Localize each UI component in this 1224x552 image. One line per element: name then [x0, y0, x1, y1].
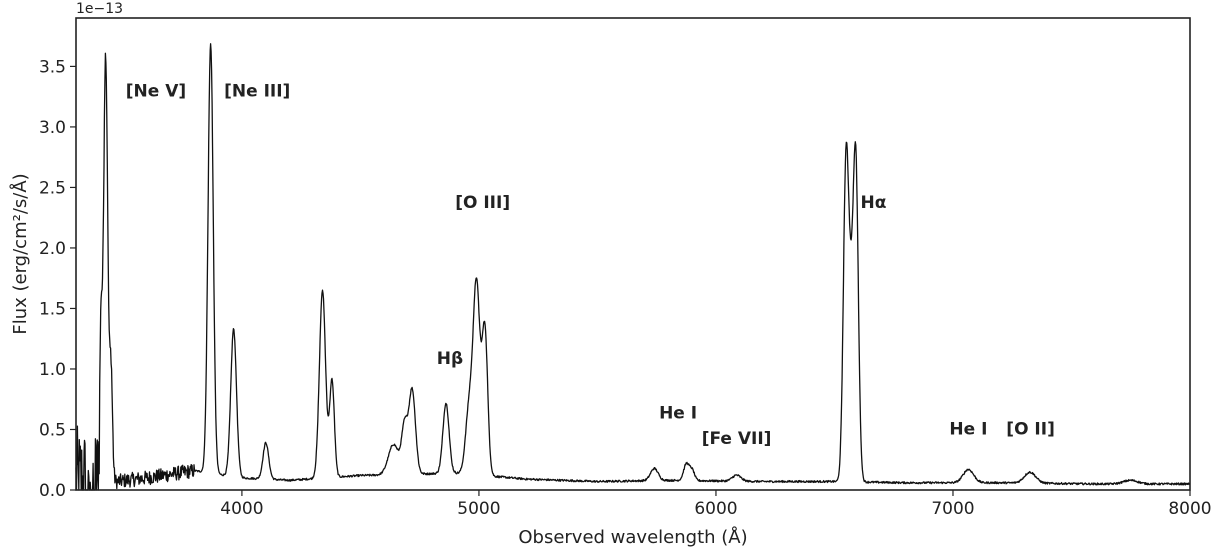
y-tick-label: 1.5 — [39, 299, 66, 319]
x-tick-label: 5000 — [457, 499, 500, 519]
y-tick-label: 0.0 — [39, 481, 66, 501]
spectrum-line — [75, 43, 1191, 491]
y-tick-label: 2.5 — [39, 178, 66, 198]
line-annotation: [Fe VII] — [702, 429, 772, 449]
y-tick-label: 2.0 — [39, 239, 66, 259]
x-tick-label: 8000 — [1168, 499, 1211, 519]
x-tick-label: 7000 — [931, 499, 974, 519]
y-tick-label: 1.0 — [39, 360, 66, 380]
line-annotation: Hα — [861, 193, 887, 213]
line-annotation: He I — [659, 404, 697, 424]
y-tick-label: 3.0 — [39, 118, 66, 138]
spectrum-line-group — [75, 43, 1191, 491]
y-tick-label: 0.5 — [39, 420, 66, 440]
line-annotation: [Ne V] — [126, 82, 186, 102]
x-tick-label: 6000 — [694, 499, 737, 519]
line-annotation: [Ne III] — [224, 82, 290, 102]
x-tick-label: 4000 — [220, 499, 263, 519]
plot-frame — [75, 17, 1191, 491]
y-offset-label: 1e−13 — [76, 1, 123, 17]
line-annotation: [O III] — [455, 193, 510, 213]
y-tick-label: 3.5 — [39, 57, 66, 77]
line-annotation: Hβ — [437, 349, 463, 369]
line-annotation: He I — [949, 419, 987, 439]
y-axis-label: Flux (erg/cm²/s/Å) — [9, 173, 31, 334]
x-axis-label: Observed wavelength (Å) — [518, 526, 747, 548]
line-annotation: [O II] — [1006, 419, 1055, 439]
axis-ticks: 4000 5000 6000 7000 8000 0.0 0.5 1.0 1.5 2.0 2.5 3.… — [39, 57, 1212, 519]
